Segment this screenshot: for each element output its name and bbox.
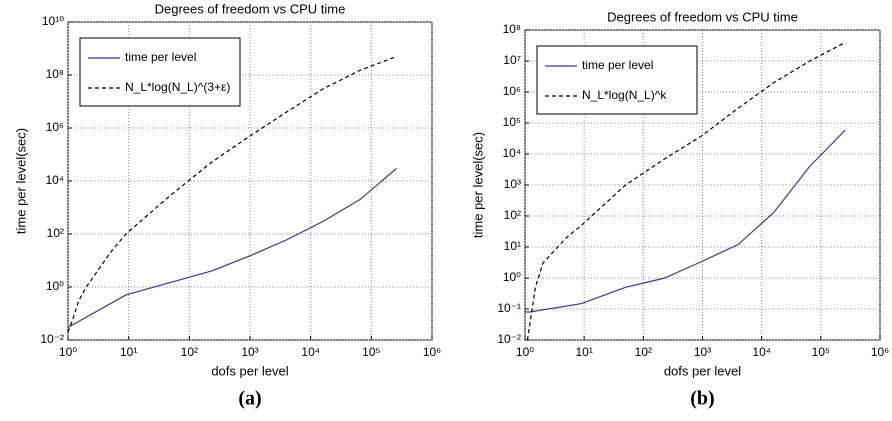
y-axis-label: time per level(sec) — [13, 128, 28, 234]
legend-label: time per level — [125, 50, 196, 64]
y-tick-label: 10¹⁰ — [42, 14, 64, 28]
y-tick-label: 10⁸ — [46, 67, 64, 81]
data-line — [526, 41, 846, 341]
y-tick-label: 10⁰ — [503, 270, 521, 284]
data-line — [525, 129, 846, 313]
legend — [79, 37, 241, 107]
x-tick-label: 10⁰ — [516, 345, 534, 359]
x-axis-label: dofs per level — [211, 363, 288, 378]
y-tick-label: 10² — [504, 208, 521, 222]
y-tick-label: 10⁴ — [502, 146, 521, 160]
legend — [536, 45, 698, 115]
y-tick-label: 10⁻¹ — [497, 301, 521, 315]
x-tick-label: 10¹ — [575, 345, 592, 359]
legend-label: N_L*log(N_L)^(3+ε) — [125, 80, 230, 94]
y-tick-label: 10⁶ — [503, 84, 521, 98]
y-axis-label: time per level(sec) — [470, 132, 485, 238]
x-axis-label: dofs per level — [664, 363, 741, 378]
y-tick-label: 10⁴ — [45, 173, 64, 187]
x-tick-label: 10⁴ — [301, 345, 320, 359]
x-tick-label: 10⁰ — [59, 345, 77, 359]
y-tick-label: 10³ — [504, 177, 521, 191]
data-line — [67, 55, 397, 333]
x-tick-label: 10⁵ — [812, 345, 830, 359]
legend-label: time per level — [582, 58, 653, 72]
x-tick-label: 10² — [635, 345, 652, 359]
data-line — [67, 167, 397, 328]
x-tick-label: 10² — [181, 345, 198, 359]
y-tick-label: 10¹ — [504, 239, 521, 253]
y-tick-label: 10² — [47, 226, 64, 240]
y-tick-label: 10⁻² — [497, 332, 521, 346]
x-tick-label: 10¹ — [120, 345, 137, 359]
chart-title: Degrees of freedom vs CPU time — [607, 9, 798, 24]
y-tick-label: 10⁶ — [46, 120, 64, 134]
y-tick-label: 10⁷ — [503, 53, 521, 67]
legend-label: N_L*log(N_L)^k — [582, 88, 667, 102]
x-tick-label: 10⁶ — [871, 345, 889, 359]
y-tick-label: 10⁻² — [40, 332, 64, 346]
caption: (b) — [690, 388, 714, 410]
chart-title: Degrees of freedom vs CPU time — [155, 1, 346, 16]
y-tick-label: 10⁵ — [503, 115, 521, 129]
caption: (a) — [238, 388, 261, 410]
x-tick-label: 10³ — [694, 345, 711, 359]
y-tick-label: 10⁰ — [46, 279, 64, 293]
x-tick-label: 10⁵ — [362, 345, 380, 359]
x-tick-label: 10³ — [241, 345, 258, 359]
y-tick-label: 10⁸ — [503, 22, 521, 36]
x-tick-label: 10⁴ — [752, 345, 771, 359]
x-tick-label: 10⁶ — [423, 345, 441, 359]
